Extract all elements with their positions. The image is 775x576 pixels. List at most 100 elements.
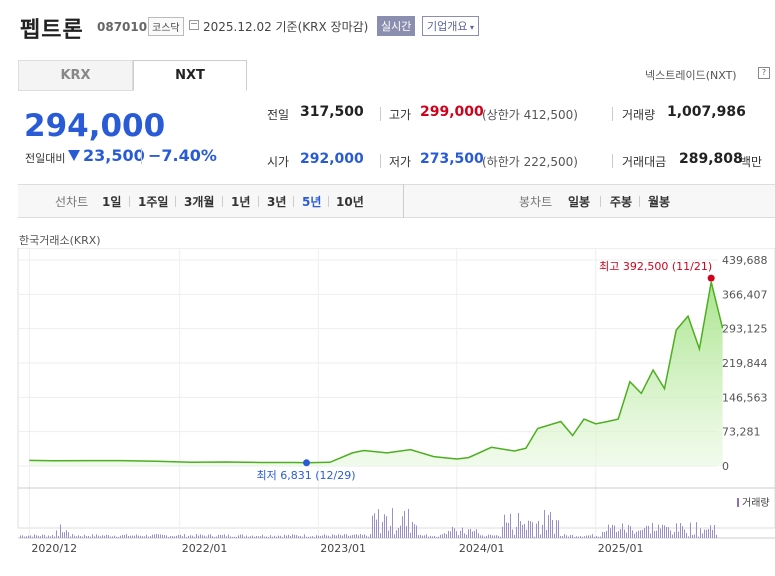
volume-bar (308, 536, 309, 538)
volume-bar (592, 534, 593, 538)
volume-bar (572, 534, 573, 538)
volume-bar (316, 535, 317, 538)
volume-bar (96, 534, 97, 538)
volume-bar (418, 535, 419, 538)
volume-bar (642, 529, 643, 538)
period-1d[interactable]: 1일 (102, 195, 122, 209)
volume-bar (636, 531, 637, 538)
volume-bar (276, 536, 277, 538)
period-10y[interactable]: 10년 (336, 195, 364, 209)
volume-bar (102, 535, 103, 538)
volume-bar (638, 530, 639, 538)
volume-bar (358, 535, 359, 538)
volume-bar (410, 532, 411, 538)
tab-nxt[interactable]: NXT (133, 60, 247, 91)
volume-bar (434, 535, 435, 538)
volume-bar (670, 530, 671, 538)
candle-daily[interactable]: 일봉 (568, 195, 591, 209)
low-label: 저가 (389, 155, 412, 169)
open-value: 292,000 (300, 151, 364, 167)
volume-bar (232, 536, 233, 538)
line-chart-label: 선차트 (55, 195, 89, 209)
volume-bar (424, 535, 425, 538)
volume-bar (278, 535, 279, 538)
volume-bar (634, 533, 635, 538)
volume-bar (332, 534, 333, 538)
volume-bar (310, 536, 311, 538)
volume-bar (146, 534, 147, 538)
low-annotation: 최저 6,831 (12/29) (257, 469, 356, 482)
volume-bar (304, 534, 305, 538)
volume-bar (450, 531, 451, 538)
volume-bar (502, 526, 503, 538)
volume-bar (198, 535, 199, 538)
period-1w[interactable]: 1주일 (138, 195, 169, 209)
divider (258, 196, 259, 207)
volume-bar (392, 508, 393, 538)
volume-bar (620, 529, 621, 538)
volume-bar (598, 536, 599, 538)
divider (175, 196, 176, 207)
volume-bar (122, 534, 123, 538)
volume-bar (200, 534, 201, 538)
period-5y[interactable]: 5년 (302, 195, 322, 209)
help-icon[interactable]: ? (758, 67, 770, 79)
volume-bar (464, 533, 465, 538)
company-info-button[interactable]: 기업개요 ▾ (422, 16, 480, 36)
upper-limit: (상한가 412,500) (482, 108, 578, 122)
volume-bar (428, 536, 429, 538)
volume-bar (162, 534, 163, 538)
volume-bar (520, 521, 521, 538)
volume-bar (532, 522, 533, 538)
company-info-label: 기업개요 (427, 20, 468, 33)
volume-bar (184, 534, 185, 538)
volume-bar (590, 535, 591, 538)
volume-bar (58, 535, 59, 538)
price-area (29, 282, 723, 466)
volume-bar (542, 524, 543, 538)
volume-bar (240, 534, 241, 538)
volume-bar (600, 536, 601, 538)
candle-weekly[interactable]: 주봉 (610, 195, 633, 209)
trade-value-label: 거래대금 (622, 155, 667, 169)
volume-bar (138, 535, 139, 538)
volume-bar (230, 536, 231, 538)
price-line (29, 281, 724, 464)
volume-bar (214, 536, 215, 538)
volume-bar (174, 536, 175, 538)
volume-bar (118, 536, 119, 538)
volume-bar (338, 534, 339, 538)
period-1y[interactable]: 1년 (231, 195, 251, 209)
volume-bar (508, 522, 509, 538)
volume-bar (130, 535, 131, 538)
volume-value: 1,007,986 (667, 104, 746, 120)
volume-bar (340, 534, 341, 538)
volume-bar (606, 530, 607, 538)
volume-bar (384, 514, 385, 538)
period-3m[interactable]: 3개월 (184, 195, 215, 209)
volume-bar (602, 531, 603, 538)
volume-bar (678, 531, 679, 538)
volume-bar (216, 536, 217, 538)
tab-krx[interactable]: KRX (18, 60, 133, 91)
x-tick-label: 2025/01 (598, 542, 644, 555)
volume-bar (356, 534, 357, 538)
nxt-link[interactable]: 넥스트레이드(NXT) (645, 69, 737, 82)
volume-bar (248, 536, 249, 538)
period-3y[interactable]: 3년 (267, 195, 287, 209)
volume-bar (186, 536, 187, 538)
volume-bar (266, 536, 267, 538)
volume-bar (524, 523, 525, 538)
volume-bar (488, 534, 489, 538)
volume-bar (498, 535, 499, 538)
volume-bar (166, 535, 167, 538)
candle-monthly[interactable]: 월봉 (648, 195, 671, 209)
y-tick-label: 0 (722, 460, 729, 473)
volume-bar (154, 534, 155, 538)
volume-bar (412, 521, 413, 538)
volume-bar (512, 529, 513, 538)
volume-bar (344, 534, 345, 538)
realtime-button[interactable]: 실시간 (377, 16, 416, 36)
volume-bar (654, 531, 655, 538)
volume-bar (254, 536, 255, 538)
